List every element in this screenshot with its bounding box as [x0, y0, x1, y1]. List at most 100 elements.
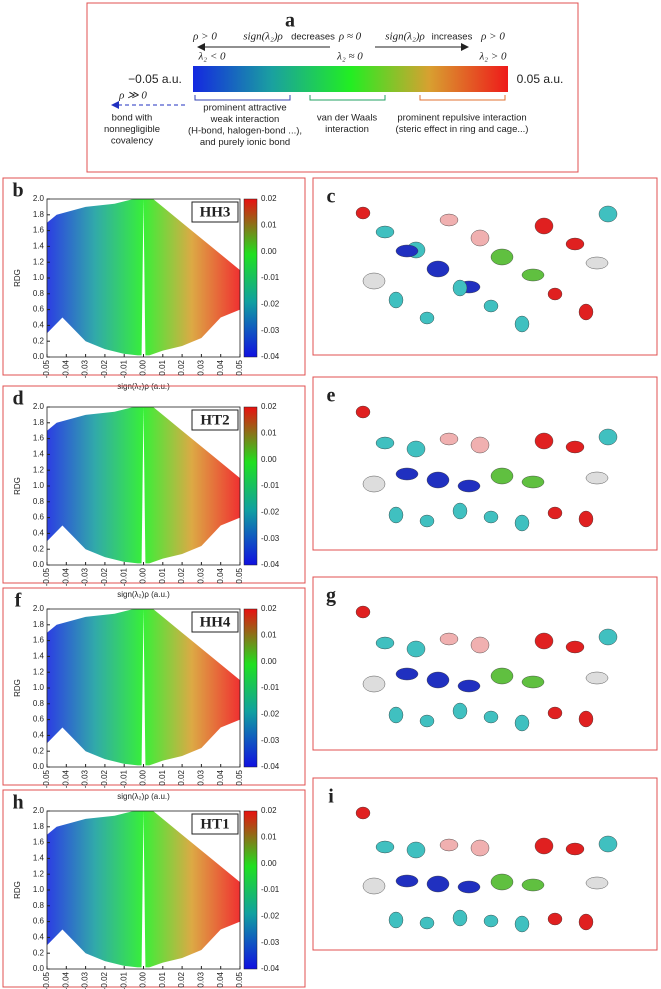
spike — [141, 199, 146, 357]
x-tick-label: -0.01 — [119, 971, 128, 989]
x-tick-label: 0.02 — [177, 971, 186, 987]
x-tick-label: 0.04 — [216, 769, 225, 785]
y-axis-label: RDG — [13, 881, 22, 899]
atom — [355, 405, 371, 419]
atom — [419, 514, 435, 528]
plot-name: HT1 — [200, 816, 229, 832]
y-tick-label: 0.0 — [33, 352, 45, 361]
atom — [585, 471, 609, 485]
annotation: ρ > 0 — [192, 31, 217, 43]
panel-label: b — [12, 180, 23, 202]
x-tick-label: 0.03 — [197, 769, 206, 785]
atom — [470, 436, 490, 454]
x-tick-label: -0.02 — [100, 769, 109, 788]
annotation: λ₂ ≈ 0 — [336, 51, 363, 63]
colorbar-tick-label: -0.04 — [261, 762, 280, 771]
x-tick-label: 0.01 — [158, 567, 167, 583]
atom — [565, 842, 585, 856]
y-tick-label: 1.0 — [33, 683, 45, 692]
atom — [388, 506, 404, 524]
annotation: interaction — [325, 124, 369, 135]
x-tick-label: -0.02 — [100, 971, 109, 989]
y-tick-label: 0.0 — [33, 964, 45, 973]
atom — [534, 632, 554, 650]
bracket — [309, 95, 386, 101]
x-tick-label: -0.03 — [81, 359, 90, 378]
atom — [578, 710, 594, 728]
panel-label: i — [328, 786, 334, 808]
annotation: van der Waals — [317, 113, 378, 124]
x-tick-label: -0.03 — [81, 567, 90, 586]
y-axis-label: RDG — [13, 679, 22, 697]
scale-label: 0.05 a.u. — [517, 72, 564, 86]
annotation: (H-bond, halogen-bond ...), — [188, 126, 302, 137]
colorbar-tick-label: -0.02 — [261, 507, 280, 516]
atom — [406, 440, 426, 458]
atom — [457, 679, 481, 693]
x-tick-label: 0.02 — [177, 769, 186, 785]
atom — [565, 237, 585, 251]
atom — [490, 248, 514, 266]
atom — [534, 837, 554, 855]
colorbar-tick-label: -0.02 — [261, 911, 280, 920]
y-tick-label: 1.4 — [33, 242, 45, 251]
atom — [362, 877, 386, 895]
annotation: covalency — [111, 136, 153, 147]
x-tick-label: -0.02 — [100, 359, 109, 378]
atom — [362, 675, 386, 693]
atom — [426, 671, 450, 689]
atom — [452, 279, 468, 297]
x-tick-label: 0.02 — [177, 567, 186, 583]
atom — [483, 914, 499, 928]
y-tick-label: 0.6 — [33, 305, 45, 314]
atom — [419, 714, 435, 728]
colorbar-tick-label: -0.03 — [261, 326, 280, 335]
y-tick-label: 1.8 — [33, 210, 45, 219]
atom — [395, 244, 419, 258]
atom — [388, 291, 404, 309]
atom — [470, 636, 490, 654]
atom — [426, 260, 450, 278]
colorbar-tick-label: -0.03 — [261, 534, 280, 543]
colorbar-tick-label: 0.00 — [261, 455, 277, 464]
panel-frame — [312, 576, 658, 751]
colorbar — [243, 810, 258, 970]
atom — [439, 632, 459, 646]
atom — [470, 839, 490, 857]
atom — [483, 710, 499, 724]
panel-frame — [86, 2, 579, 173]
atom — [375, 225, 395, 239]
colorbar-tick-label: -0.02 — [261, 299, 280, 308]
plot-name: HH4 — [200, 614, 231, 630]
colorbar-tick-label: -0.02 — [261, 709, 280, 718]
atom — [355, 206, 371, 220]
atom — [490, 667, 514, 685]
atom — [585, 256, 609, 270]
x-tick-label: 0.05 — [235, 567, 244, 583]
x-axis-label: sign(λ₂)ρ (a.u.) — [117, 590, 170, 599]
y-tick-label: 0.2 — [33, 746, 45, 755]
atom — [547, 506, 563, 520]
x-tick-label: -0.05 — [42, 971, 51, 989]
y-tick-label: 1.2 — [33, 257, 45, 266]
y-tick-label: 2.0 — [33, 402, 45, 411]
annotation: nonnegligible — [104, 124, 160, 135]
panel-frame — [312, 376, 658, 551]
panel-label: h — [12, 792, 23, 814]
atom — [406, 640, 426, 658]
colorbar-tick-label: 0.02 — [261, 194, 277, 203]
y-tick-label: 1.4 — [33, 450, 45, 459]
colorbar-tick-label: 0.02 — [261, 806, 277, 815]
x-tick-label: -0.04 — [61, 769, 70, 788]
y-tick-label: 0.2 — [33, 336, 45, 345]
y-axis-label: RDG — [13, 269, 22, 287]
name-box — [191, 409, 239, 431]
annotation: λ₂ > 0 — [478, 51, 507, 63]
annotation: decreases — [291, 32, 335, 43]
atom — [514, 315, 530, 333]
color-scale — [193, 66, 508, 92]
panel-frame — [312, 777, 658, 951]
y-tick-label: 0.0 — [33, 560, 45, 569]
atom — [375, 840, 395, 854]
y-tick-label: 1.2 — [33, 869, 45, 878]
